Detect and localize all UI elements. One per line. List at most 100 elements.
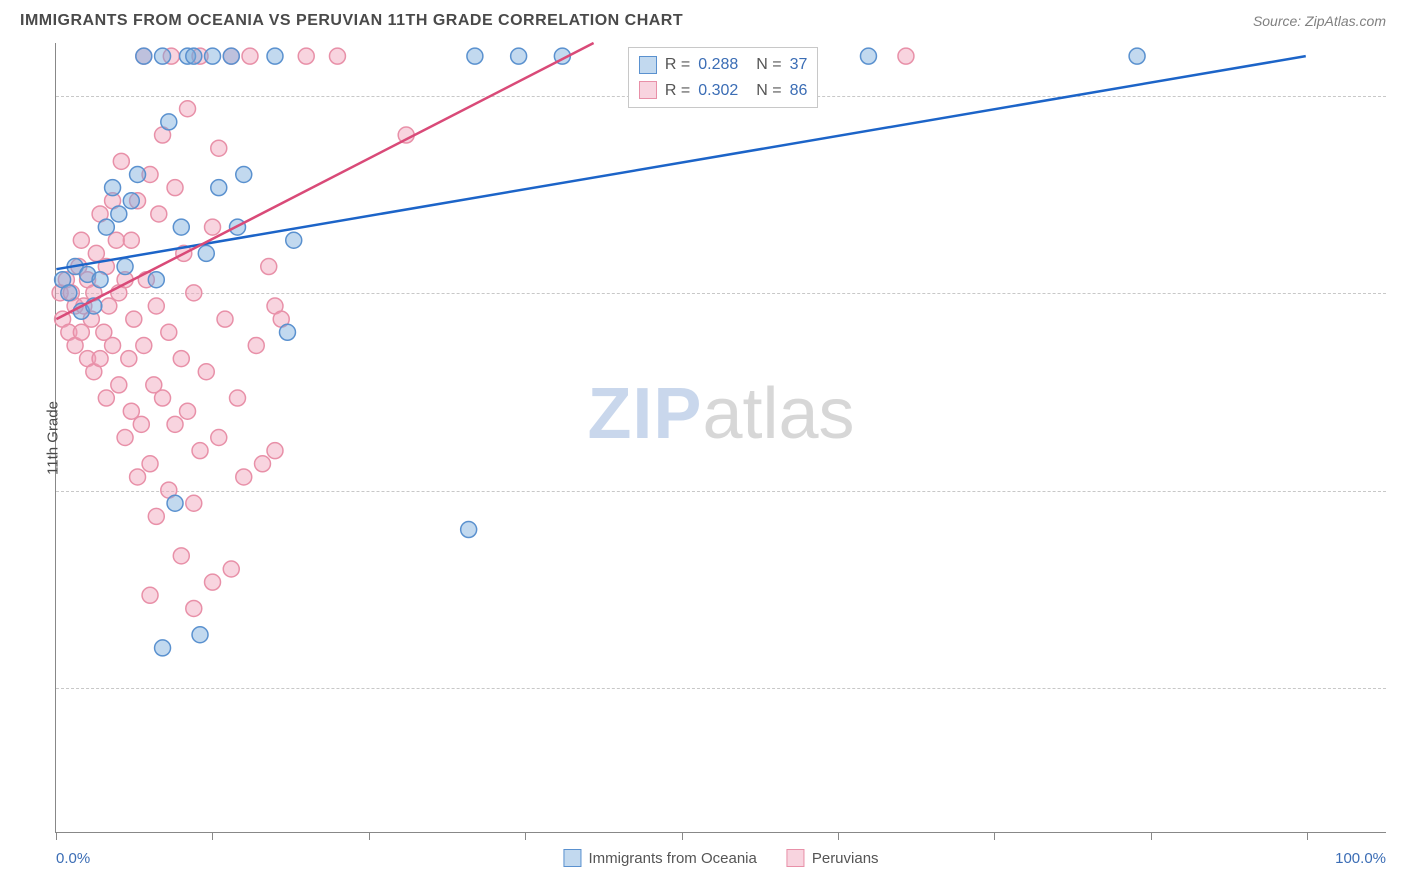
data-point <box>98 390 114 406</box>
data-point <box>236 469 252 485</box>
x-tick <box>369 832 370 840</box>
data-point <box>192 627 208 643</box>
y-tick-label: 100.0% <box>1394 102 1406 119</box>
y-tick-label: 92.5% <box>1394 300 1406 317</box>
data-point <box>161 324 177 340</box>
data-point <box>1129 48 1145 64</box>
data-point <box>133 416 149 432</box>
legend-item-oceania: Immigrants from Oceania <box>563 849 756 867</box>
stats-row-oceania: R = 0.288 N = 37 <box>639 52 808 78</box>
y-tick-label: 77.5% <box>1394 695 1406 712</box>
data-point <box>130 167 146 183</box>
data-point <box>329 48 345 64</box>
data-point <box>98 219 114 235</box>
data-point <box>117 259 133 275</box>
chart-source: Source: ZipAtlas.com <box>1253 13 1386 29</box>
data-point <box>211 140 227 156</box>
data-point <box>155 640 171 656</box>
data-point <box>61 285 77 301</box>
data-point <box>148 508 164 524</box>
data-point <box>148 298 164 314</box>
stats-row-peruvian: R = 0.302 N = 86 <box>639 78 808 104</box>
data-point <box>211 430 227 446</box>
data-point <box>255 456 271 472</box>
data-point <box>267 443 283 459</box>
data-point <box>205 574 221 590</box>
data-point <box>279 324 295 340</box>
chart-title: IMMIGRANTS FROM OCEANIA VS PERUVIAN 11TH… <box>20 12 683 30</box>
data-point <box>198 364 214 380</box>
data-point <box>467 48 483 64</box>
data-point <box>192 443 208 459</box>
data-point <box>186 600 202 616</box>
x-tick <box>682 832 683 840</box>
n-value-oceania: 37 <box>790 52 808 78</box>
x-tick <box>1307 832 1308 840</box>
x-tick <box>525 832 526 840</box>
data-point <box>167 416 183 432</box>
data-point <box>211 180 227 196</box>
x-tick <box>212 832 213 840</box>
data-point <box>167 495 183 511</box>
data-point <box>148 272 164 288</box>
data-point <box>123 193 139 209</box>
data-point <box>155 48 171 64</box>
data-point <box>511 48 527 64</box>
correlation-stats-box: R = 0.288 N = 37 R = 0.302 N = 86 <box>628 47 819 108</box>
data-point <box>108 232 124 248</box>
data-point <box>142 456 158 472</box>
data-point <box>126 311 142 327</box>
data-point <box>117 430 133 446</box>
x-tick <box>838 832 839 840</box>
data-point <box>136 48 152 64</box>
chart-area: 11th Grade 77.5%85.0%92.5%100.0% ZIPatla… <box>55 43 1386 833</box>
bottom-legend: Immigrants from Oceania Peruvians <box>563 849 878 867</box>
data-point <box>123 403 139 419</box>
data-point <box>461 522 477 538</box>
data-point <box>136 337 152 353</box>
data-point <box>236 167 252 183</box>
data-point <box>298 48 314 64</box>
data-point <box>205 48 221 64</box>
data-point <box>860 48 876 64</box>
data-point <box>186 48 202 64</box>
data-point <box>173 351 189 367</box>
data-point <box>180 101 196 117</box>
data-point <box>248 337 264 353</box>
x-tick <box>56 832 57 840</box>
data-point <box>217 311 233 327</box>
data-point <box>173 548 189 564</box>
data-point <box>121 351 137 367</box>
n-value-peruvian: 86 <box>790 78 808 104</box>
data-point <box>92 272 108 288</box>
r-value-peruvian: 0.302 <box>698 78 738 104</box>
data-point <box>186 495 202 511</box>
x-tick <box>994 832 995 840</box>
data-point <box>242 48 258 64</box>
data-point <box>130 469 146 485</box>
data-point <box>113 153 129 169</box>
data-point <box>161 114 177 130</box>
legend-label-oceania: Immigrants from Oceania <box>588 850 756 867</box>
data-point <box>267 48 283 64</box>
data-point <box>88 245 104 261</box>
x-axis-max-label: 100.0% <box>1335 850 1386 867</box>
data-point <box>105 180 121 196</box>
r-value-oceania: 0.288 <box>698 52 738 78</box>
legend-item-peruvian: Peruvians <box>787 849 879 867</box>
scatter-plot-svg <box>56 43 1386 832</box>
data-point <box>111 377 127 393</box>
x-tick <box>1151 832 1152 840</box>
data-point <box>92 351 108 367</box>
data-point <box>223 48 239 64</box>
legend-swatch-oceania <box>563 849 581 867</box>
legend-swatch-peruvian <box>787 849 805 867</box>
data-point <box>180 403 196 419</box>
data-point <box>261 259 277 275</box>
data-point <box>186 285 202 301</box>
y-tick-label: 85.0% <box>1394 497 1406 514</box>
legend-label-peruvian: Peruvians <box>812 850 879 867</box>
data-point <box>230 390 246 406</box>
data-point <box>173 219 189 235</box>
swatch-oceania <box>639 56 657 74</box>
